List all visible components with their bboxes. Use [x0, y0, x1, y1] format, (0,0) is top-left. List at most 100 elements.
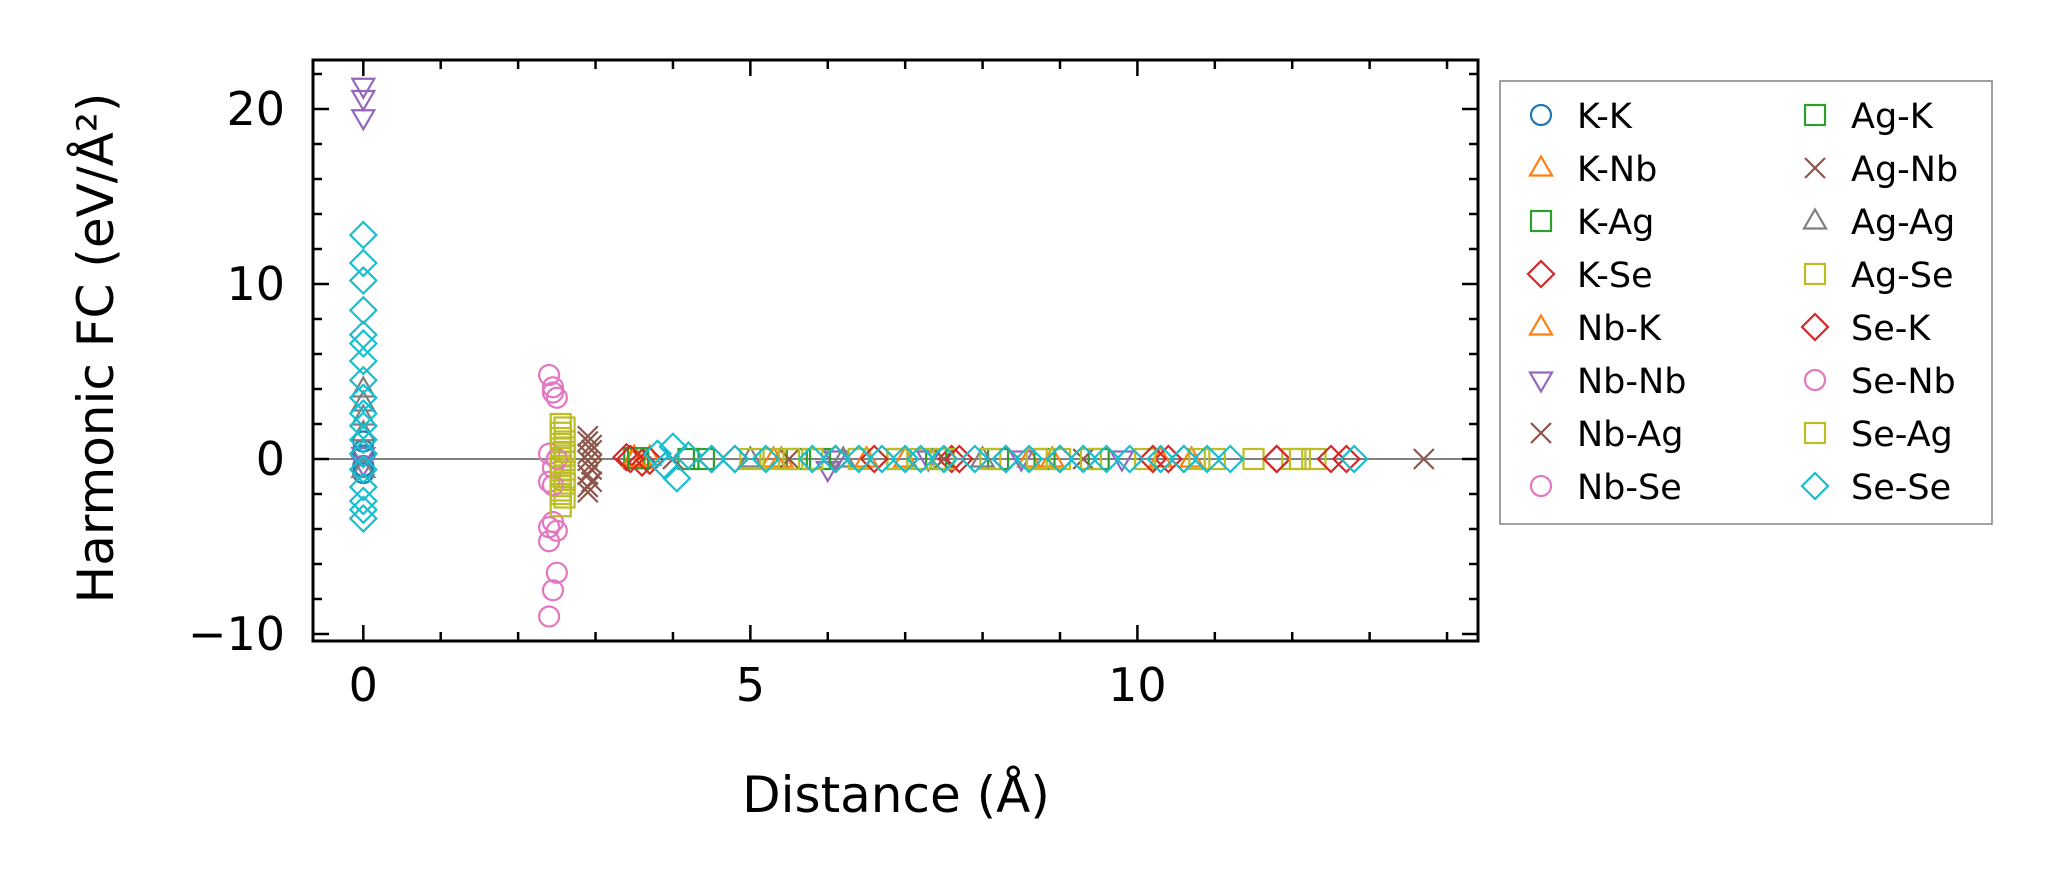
data-point [1288, 447, 1312, 471]
legend-marker [1803, 421, 1827, 445]
legend-label: Ag-Se [1851, 256, 1954, 296]
data-point [944, 444, 974, 474]
data-point [762, 447, 785, 471]
y-tick-label: 10 [226, 257, 285, 311]
data-point [692, 447, 716, 471]
legend-label: K-Se [1577, 256, 1653, 296]
legend-marker [1528, 154, 1554, 177]
legend-marker [1803, 262, 1827, 286]
data-point [1153, 444, 1183, 474]
data-point [348, 365, 378, 395]
data-point [348, 346, 378, 376]
legend-marker [1802, 207, 1828, 230]
legend-marker [1528, 371, 1554, 394]
legend-label: Nb-Se [1577, 468, 1682, 508]
data-point [348, 411, 378, 441]
legend-marker [1530, 422, 1552, 444]
legend-marker [1526, 259, 1556, 289]
data-point [348, 454, 378, 485]
data-point [1331, 444, 1361, 474]
legend-item: Nb-Nb [1528, 362, 1686, 402]
data-point [577, 476, 599, 498]
legend-label: K-Ag [1577, 203, 1654, 243]
data-point [545, 561, 568, 584]
data-point [1339, 444, 1369, 474]
data-point [673, 440, 703, 471]
y-axis-label: Harmonic FC (eV/Å²) [67, 93, 125, 604]
legend-item: Nb-Se [1529, 468, 1682, 508]
data-point [348, 220, 378, 250]
legend-item: Se-Ag [1803, 415, 1953, 455]
x-tick-label: 5 [736, 658, 765, 712]
data-point [1215, 444, 1245, 474]
data-points [348, 77, 1435, 628]
data-point [890, 444, 920, 474]
data-point [537, 605, 561, 628]
data-point [991, 444, 1021, 474]
series-ag-nb [577, 430, 1435, 498]
data-point [348, 486, 378, 516]
data-point [350, 89, 377, 113]
legend-label: Se-Nb [1851, 362, 1956, 402]
data-point [350, 403, 377, 426]
x-axis-label: Distance (Å) [742, 766, 1050, 824]
data-point [541, 579, 565, 602]
data-point [1169, 444, 1199, 474]
data-point [350, 109, 377, 132]
data-point [844, 444, 874, 474]
legend-label: K-Nb [1577, 150, 1657, 190]
data-point [348, 248, 378, 278]
legend-label: Ag-Ag [1851, 203, 1955, 243]
legend: K-K K-Nb K-Ag K-Se Nb-K Nb-Nb Nb-Ag Nb-Se Ag-K Ag… [1499, 80, 1993, 525]
legend-item: Ag-Se [1803, 256, 1954, 296]
data-point [627, 447, 657, 478]
data-point [553, 468, 576, 492]
data-point [739, 447, 762, 471]
data-point [1304, 447, 1327, 471]
data-point [553, 440, 576, 464]
data-point [1413, 448, 1435, 470]
legend-item: Ag-Ag [1802, 203, 1955, 243]
legend-label: Se-K [1851, 309, 1931, 349]
legend-label: Ag-K [1851, 97, 1934, 137]
legend-marker [1800, 312, 1830, 342]
legend-marker [1800, 471, 1830, 501]
data-point [1192, 444, 1222, 474]
axis-ticks [313, 60, 1478, 641]
data-point [1262, 444, 1292, 474]
data-point [348, 425, 378, 455]
legend-marker [1804, 157, 1826, 179]
data-point [635, 446, 665, 476]
legend-item: Ag-Nb [1804, 150, 1958, 190]
data-point [636, 443, 663, 466]
data-point [658, 432, 688, 462]
legend-marker [1528, 313, 1554, 336]
legend-marker [1803, 103, 1827, 127]
data-point [778, 448, 800, 470]
data-point [348, 495, 378, 525]
data-point [937, 444, 967, 474]
data-point [549, 495, 572, 518]
data-point [859, 444, 889, 474]
legend-label: Se-Ag [1851, 415, 1953, 455]
legend-marker [1529, 103, 1553, 127]
legend-marker [1529, 209, 1553, 233]
data-point [1068, 444, 1098, 474]
series-se-se [348, 220, 1369, 534]
data-point [1146, 444, 1176, 474]
legend-label: K-K [1577, 97, 1633, 137]
data-point [662, 463, 692, 493]
legend-item: Nb-K [1528, 309, 1662, 349]
legend-item: Se-Nb [1803, 362, 1956, 402]
data-point [867, 444, 897, 474]
legend-item: K-Nb [1528, 150, 1657, 190]
legend-marker [1803, 368, 1827, 392]
data-point [797, 444, 827, 474]
data-point [814, 460, 841, 484]
y-tick-label: −10 [188, 607, 285, 661]
data-point [960, 444, 990, 474]
data-point [348, 383, 378, 413]
data-point [549, 454, 572, 478]
data-point [1079, 447, 1103, 471]
data-point [537, 363, 561, 387]
